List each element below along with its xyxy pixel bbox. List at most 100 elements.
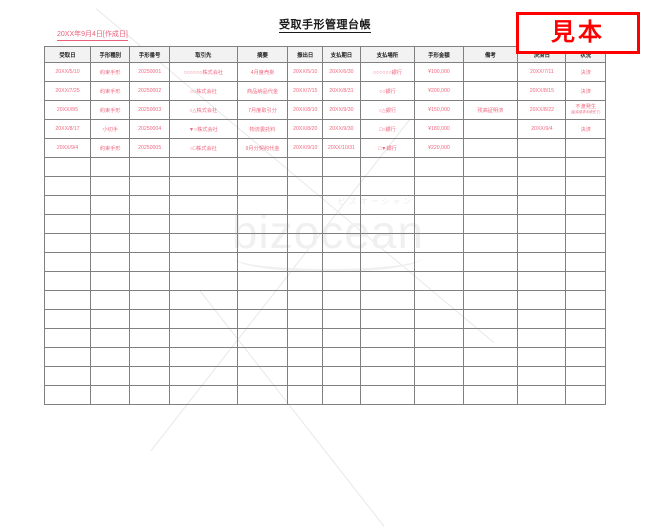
cell-issue_date[interactable]: 20XX/9/10 xyxy=(287,138,324,158)
cell-status[interactable] xyxy=(565,290,606,310)
cell-issue_date[interactable]: 20XX/7/15 xyxy=(287,81,324,101)
cell-customer[interactable] xyxy=(168,176,238,196)
cell-remarks[interactable] xyxy=(462,233,519,253)
cell-due_date[interactable]: 20XX/9/30 xyxy=(322,100,361,120)
cell-remarks[interactable] xyxy=(462,290,519,310)
cell-remarks[interactable] xyxy=(462,309,519,329)
cell-status[interactable] xyxy=(565,233,606,253)
cell-issue_date[interactable] xyxy=(287,214,324,234)
cell-settle_date[interactable] xyxy=(517,328,567,348)
cell-note_no[interactable] xyxy=(129,157,170,177)
cell-receipt_date[interactable] xyxy=(43,252,92,272)
cell-amount[interactable] xyxy=(414,157,464,177)
cell-remarks[interactable] xyxy=(462,62,519,82)
cell-remarks[interactable] xyxy=(462,328,519,348)
cell-note_type[interactable]: 約束手形 xyxy=(90,100,131,120)
cell-receipt_date[interactable] xyxy=(43,214,92,234)
cell-note_no[interactable] xyxy=(129,328,170,348)
table-row-empty[interactable] xyxy=(43,195,606,215)
cell-remarks[interactable] xyxy=(462,176,519,196)
cell-issue_date[interactable] xyxy=(287,290,324,310)
cell-pay_place[interactable] xyxy=(359,385,416,405)
cell-issue_date[interactable] xyxy=(287,157,324,177)
cell-receipt_date[interactable] xyxy=(43,195,92,215)
cell-note_no[interactable] xyxy=(129,309,170,329)
cell-due_date[interactable] xyxy=(322,309,361,329)
cell-remarks[interactable] xyxy=(462,81,519,101)
cell-note_no[interactable] xyxy=(129,176,170,196)
cell-note_type[interactable] xyxy=(90,195,131,215)
table-row-empty[interactable] xyxy=(43,347,606,367)
cell-note_type[interactable] xyxy=(90,176,131,196)
cell-summary[interactable] xyxy=(236,328,289,348)
cell-customer[interactable] xyxy=(168,157,238,177)
table-row-empty[interactable] xyxy=(43,176,606,196)
cell-status[interactable] xyxy=(565,385,606,405)
cell-receipt_date[interactable] xyxy=(43,233,92,253)
cell-pay_place[interactable]: ○○○○○○銀行 xyxy=(359,62,416,82)
cell-note_type[interactable]: 約束手形 xyxy=(90,138,131,158)
cell-settle_date[interactable] xyxy=(517,157,567,177)
cell-summary[interactable] xyxy=(236,271,289,291)
cell-customer[interactable] xyxy=(168,328,238,348)
cell-pay_place[interactable] xyxy=(359,309,416,329)
cell-note_no[interactable] xyxy=(129,347,170,367)
cell-pay_place[interactable] xyxy=(359,214,416,234)
table-row-empty[interactable] xyxy=(43,271,606,291)
table-row[interactable]: 20XX/8/17 小切手 20250004 ▼○株式会社 物流委託料 20XX/8/20… xyxy=(43,119,606,139)
cell-remarks[interactable]: 残高証明済 xyxy=(462,100,519,120)
cell-pay_place[interactable] xyxy=(359,271,416,291)
cell-due_date[interactable] xyxy=(322,366,361,386)
cell-note_no[interactable] xyxy=(129,252,170,272)
cell-receipt_date[interactable] xyxy=(43,176,92,196)
cell-amount[interactable] xyxy=(414,366,464,386)
cell-pay_place[interactable]: □▼銀行 xyxy=(359,138,416,158)
cell-amount[interactable] xyxy=(414,214,464,234)
cell-issue_date[interactable] xyxy=(287,385,324,405)
cell-issue_date[interactable] xyxy=(287,309,324,329)
cell-customer[interactable] xyxy=(168,233,238,253)
cell-amount[interactable]: ¥100,000 xyxy=(414,62,464,82)
cell-summary[interactable] xyxy=(236,309,289,329)
cell-amount[interactable] xyxy=(414,233,464,253)
cell-customer[interactable] xyxy=(168,252,238,272)
table-row-empty[interactable] xyxy=(43,214,606,234)
cell-amount[interactable] xyxy=(414,309,464,329)
cell-issue_date[interactable]: 20XX/5/10 xyxy=(287,62,324,82)
cell-receipt_date[interactable]: 20XX/8/17 xyxy=(43,119,92,139)
cell-summary[interactable] xyxy=(236,157,289,177)
cell-customer[interactable] xyxy=(168,214,238,234)
cell-note_type[interactable]: 小切手 xyxy=(90,119,131,139)
cell-note_no[interactable] xyxy=(129,271,170,291)
cell-pay_place[interactable] xyxy=(359,290,416,310)
table-row-empty[interactable] xyxy=(43,366,606,386)
cell-due_date[interactable] xyxy=(322,214,361,234)
cell-settle_date[interactable] xyxy=(517,385,567,405)
cell-settle_date[interactable] xyxy=(517,233,567,253)
cell-note_type[interactable] xyxy=(90,271,131,291)
cell-settle_date[interactable]: 20XX/8/15 xyxy=(517,81,567,101)
table-row[interactable]: 20XX/8/5 約束手形 20250003 ○△株式会社 7月度取引分 20XX/8/1… xyxy=(43,100,606,120)
table-row-empty[interactable] xyxy=(43,233,606,253)
cell-status[interactable] xyxy=(565,366,606,386)
cell-note_type[interactable] xyxy=(90,309,131,329)
cell-issue_date[interactable] xyxy=(287,347,324,367)
cell-amount[interactable] xyxy=(414,385,464,405)
cell-due_date[interactable] xyxy=(322,233,361,253)
cell-settle_date[interactable] xyxy=(517,309,567,329)
cell-amount[interactable]: ¥220,000 xyxy=(414,138,464,158)
cell-summary[interactable]: 9月分契約代金 xyxy=(236,138,289,158)
cell-receipt_date[interactable]: 20XX/9/4 xyxy=(43,138,92,158)
cell-amount[interactable] xyxy=(414,195,464,215)
cell-due_date[interactable]: 20XX/10/31 xyxy=(322,138,361,158)
cell-status[interactable] xyxy=(565,195,606,215)
cell-remarks[interactable] xyxy=(462,195,519,215)
cell-receipt_date[interactable] xyxy=(43,290,92,310)
cell-status[interactable]: 決済 xyxy=(565,81,606,101)
cell-summary[interactable]: 7月度取引分 xyxy=(236,100,289,120)
cell-status[interactable] xyxy=(565,271,606,291)
cell-receipt_date[interactable] xyxy=(43,328,92,348)
cell-customer[interactable] xyxy=(168,366,238,386)
cell-status[interactable]: 決済 xyxy=(565,62,606,82)
cell-status[interactable] xyxy=(565,347,606,367)
